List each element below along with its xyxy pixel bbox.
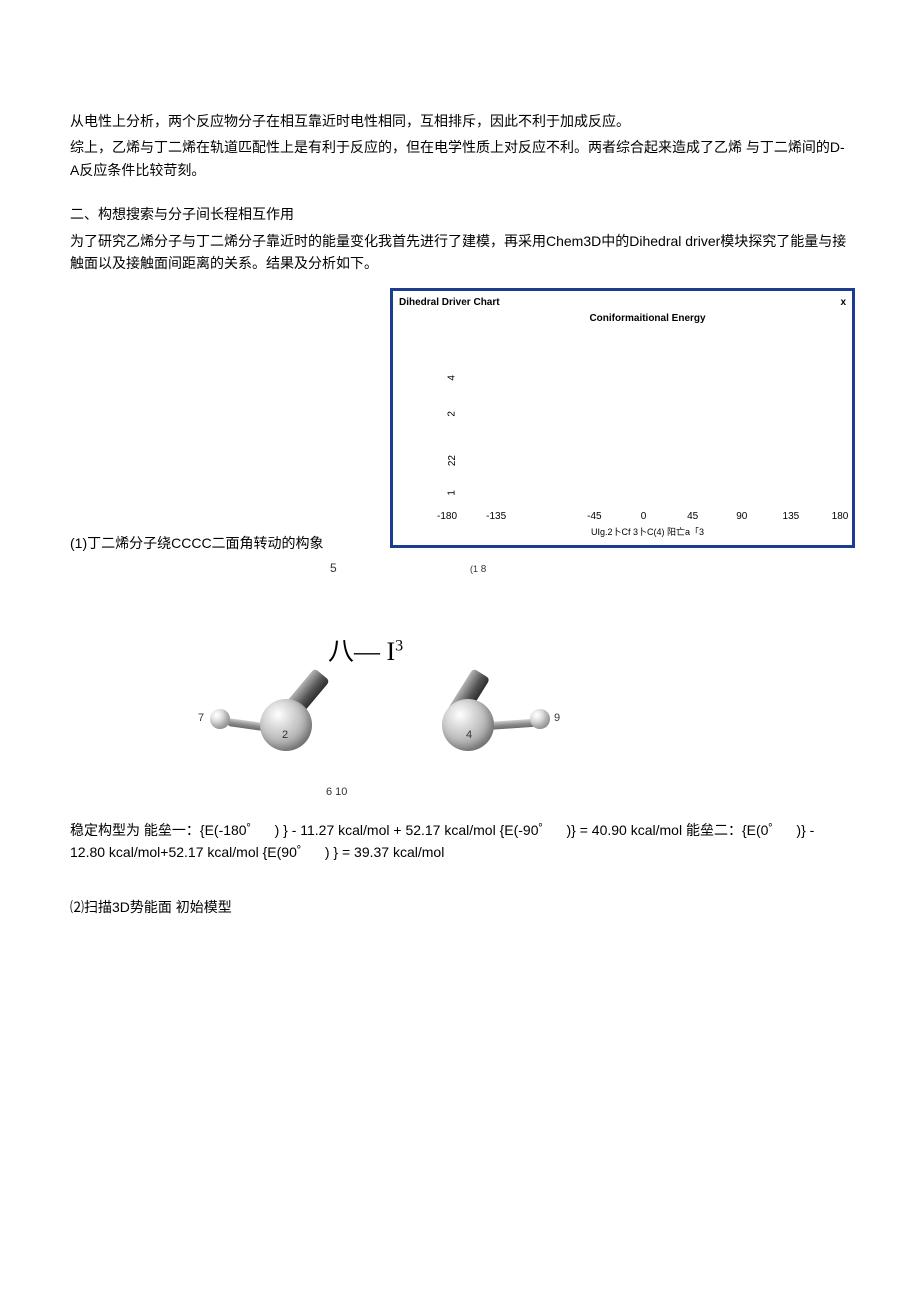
chart-title: Dihedral Driver Chart <box>399 297 500 308</box>
chart-plot-area <box>447 331 840 507</box>
paragraph-summary: 综上，乙烯与丁二烯在轨道匹配性上是有利于反应的，但在电学性质上对反应不利。两者综… <box>70 136 850 181</box>
molecule-atom-label: 4 <box>466 727 472 745</box>
chart-x-tick: -180 <box>437 509 457 525</box>
chart-close-icon[interactable]: x <box>840 295 846 311</box>
molecule-atom <box>210 709 230 729</box>
figure-2-caption: ⑵扫描3D势能面 初始模型 <box>70 896 850 918</box>
chart-x-tick: -45 <box>587 509 601 525</box>
chart-x-tick: 135 <box>783 509 800 525</box>
conformation-energy-result: 稳定构型为 能垒一：{E(-180゜ ) } - 11.27 kcal/mol … <box>70 819 850 864</box>
dihedral-driver-chart: Dihedral Driver Chart x Coniformaitional… <box>390 288 855 548</box>
chart-x-axis-label: UIg.2卜Cf 3卜C(4) 阳亡a「3 <box>393 525 852 539</box>
section-2-title: 二、构想搜索与分子间长程相互作用 <box>70 203 850 225</box>
chart-x-tick: -135 <box>486 509 506 525</box>
chart-x-tick: 180 <box>832 509 849 525</box>
section-2-body: 为了研究乙烯分子与丁二烯分子靠近时的能量变化我首先进行了建模，再采用Chem3D… <box>70 230 850 275</box>
chart-y-ticks: 42221 <box>427 331 445 507</box>
molecule-atom-label: 7 <box>198 710 204 728</box>
document-page: 从电性上分析，两个反应物分子在相互靠近时电性相同，互相排斥，因此不利于加成反应。… <box>0 0 920 962</box>
molecule-top-label: (1 8 <box>470 562 486 578</box>
molecule-top-label: 5 <box>330 559 337 578</box>
chart-x-tick: 90 <box>736 509 747 525</box>
molecule-center-label: 八— I3 <box>328 631 403 673</box>
spacer <box>70 185 850 203</box>
spacer <box>70 878 850 896</box>
molecule-bond <box>488 718 536 729</box>
chart-x-tick: 45 <box>687 509 698 525</box>
chart-x-ticks: -180-135-4504590135180 <box>447 509 840 523</box>
molecule-atom-label: 2 <box>282 727 288 745</box>
paragraph-electronic-analysis: 从电性上分析，两个反应物分子在相互靠近时电性相同，互相排斥，因此不利于加成反应。 <box>70 110 850 132</box>
chart-subtitle: Coniformaitional Energy <box>393 311 852 327</box>
figure-1-caption: (1)丁二烯分子绕CCCC二面角转动的构象 <box>70 532 324 554</box>
molecule-bottom-label: 6 10 <box>326 784 347 802</box>
molecule-atom <box>530 709 550 729</box>
chart-title-bar: Dihedral Driver Chart x <box>399 295 846 311</box>
chart-x-tick: 0 <box>641 509 647 525</box>
butadiene-molecule-figure: 八— I3 5 (1 8 7 2 4 9 6 10 <box>150 559 610 819</box>
molecule-atom-label: 9 <box>554 710 560 728</box>
